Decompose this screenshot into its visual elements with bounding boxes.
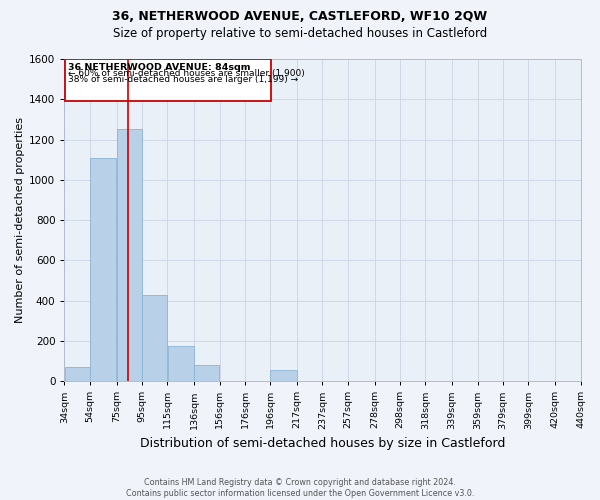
- Text: 36, NETHERWOOD AVENUE, CASTLEFORD, WF10 2QW: 36, NETHERWOOD AVENUE, CASTLEFORD, WF10 …: [112, 10, 488, 23]
- Bar: [194, 365, 220, 381]
- Bar: [65, 367, 90, 381]
- FancyBboxPatch shape: [65, 59, 271, 102]
- Text: Size of property relative to semi-detached houses in Castleford: Size of property relative to semi-detach…: [113, 28, 487, 40]
- Text: ← 60% of semi-detached houses are smaller (1,900): ← 60% of semi-detached houses are smalle…: [68, 68, 305, 78]
- Bar: [142, 294, 167, 381]
- Bar: [271, 370, 297, 381]
- Y-axis label: Number of semi-detached properties: Number of semi-detached properties: [15, 117, 25, 323]
- Text: 36 NETHERWOOD AVENUE: 84sqm: 36 NETHERWOOD AVENUE: 84sqm: [68, 62, 251, 72]
- X-axis label: Distribution of semi-detached houses by size in Castleford: Distribution of semi-detached houses by …: [140, 437, 505, 450]
- Bar: [116, 130, 142, 381]
- Text: Contains HM Land Registry data © Crown copyright and database right 2024.
Contai: Contains HM Land Registry data © Crown c…: [126, 478, 474, 498]
- Bar: [167, 346, 194, 381]
- Text: 38% of semi-detached houses are larger (1,199) →: 38% of semi-detached houses are larger (…: [68, 74, 298, 84]
- Bar: [90, 158, 116, 381]
